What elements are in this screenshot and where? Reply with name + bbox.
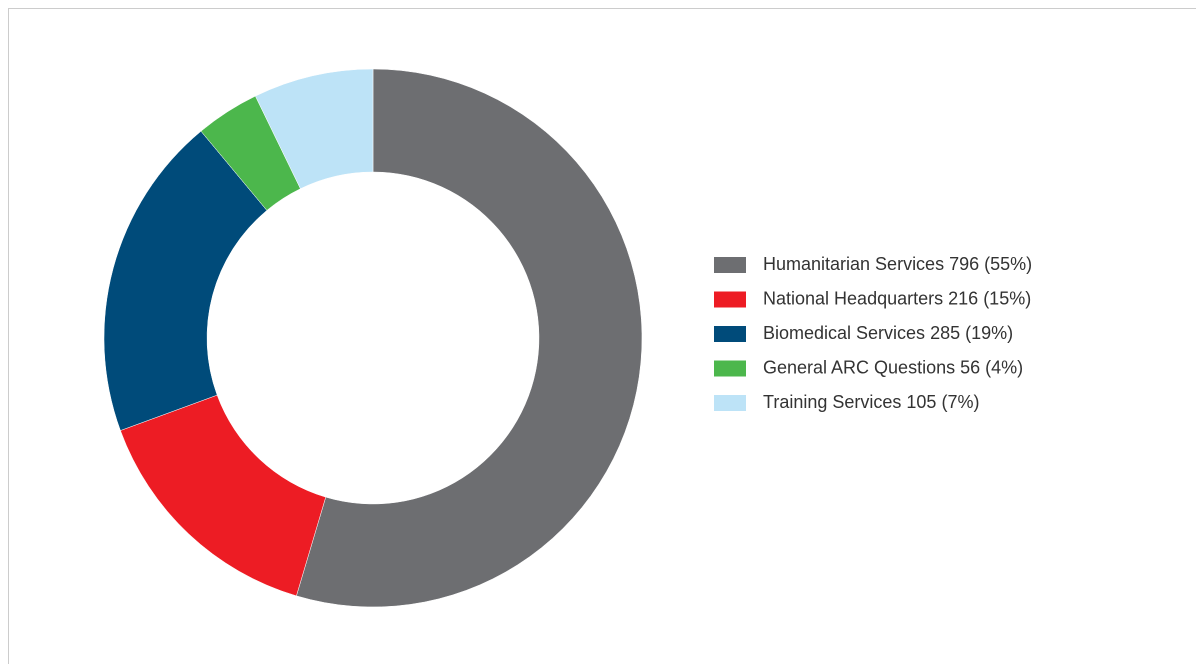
legend-swatch [714,326,746,342]
donut-slice [255,68,374,190]
legend-label: General ARC Questions 56 (4%) [763,357,1023,377]
legend-label: National Headquarters 216 (15%) [763,288,1031,308]
legend-share: (15%) [983,288,1031,308]
donut-slice [103,130,268,431]
legend-category: Biomedical Services [763,323,925,343]
legend-value: 796 [949,254,979,274]
legend-value: 56 [960,357,980,377]
legend-swatch [714,360,746,377]
legend-category: General ARC Questions [763,357,955,377]
donut-slice [120,394,327,597]
legend-value: 285 [930,323,960,343]
legend-swatch [714,291,746,308]
legend-category: Humanitarian Services [763,254,944,274]
legend-value: 105 [906,392,936,412]
legend-share: (55%) [984,254,1032,274]
legend-swatch [714,395,746,411]
legend-share: (19%) [965,323,1013,343]
legend-share: (7%) [941,392,979,412]
legend-label: Biomedical Services 285 (19%) [763,323,1013,343]
donut-slice [296,68,643,608]
legend-share: (4%) [985,357,1023,377]
legend-label: Training Services 105 (7%) [763,392,979,412]
legend-label: Humanitarian Services 796 (55%) [763,254,1032,274]
legend-value: 216 [948,288,978,308]
legend-swatch [714,257,746,273]
legend-category: National Headquarters [763,288,943,308]
legend-category: Training Services [763,392,901,412]
